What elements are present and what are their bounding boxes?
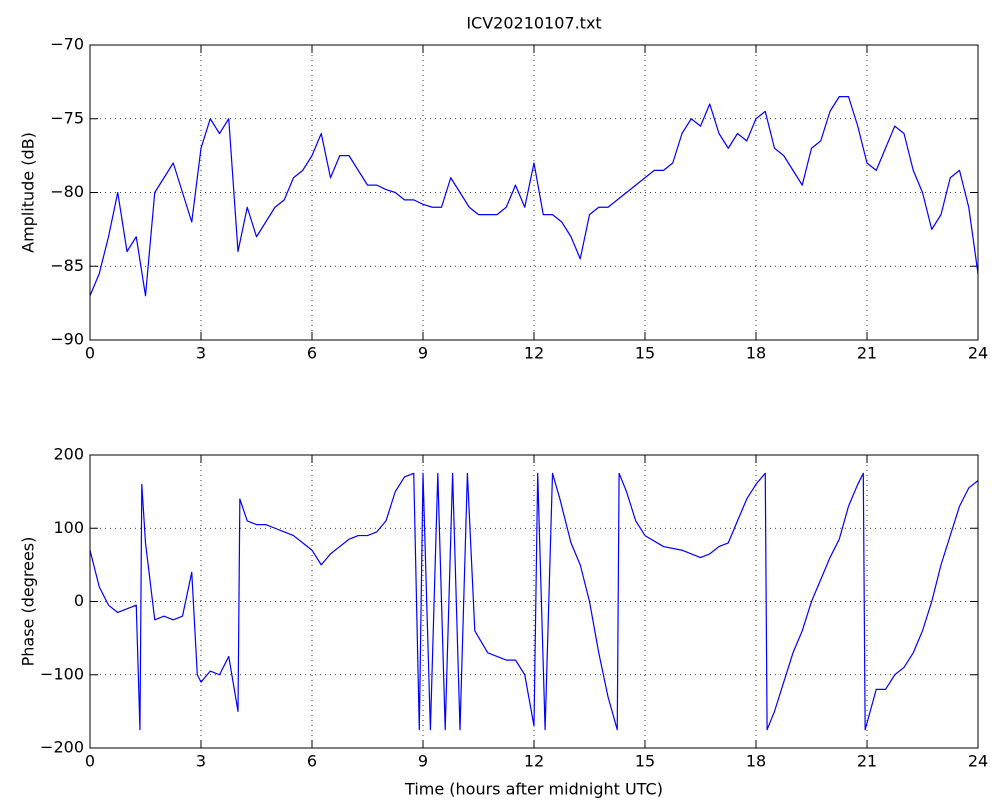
y-tick-label: 0 xyxy=(74,591,84,610)
x-tick-label: 21 xyxy=(857,752,877,771)
x-tick-label: 3 xyxy=(196,752,206,771)
y-tick-label: −100 xyxy=(40,664,84,683)
y-tick-label: −80 xyxy=(50,182,84,201)
x-tick-label: 12 xyxy=(524,752,544,771)
x-tick-label: 9 xyxy=(418,344,428,363)
y-tick-label: 100 xyxy=(53,518,84,537)
y-axis-label: Phase (degrees) xyxy=(19,537,38,667)
y-tick-label: −75 xyxy=(50,108,84,127)
y-tick-label: −90 xyxy=(50,330,84,349)
x-tick-label: 6 xyxy=(307,344,317,363)
y-axis-label: Amplitude (dB) xyxy=(19,132,38,253)
axes-frame xyxy=(89,44,979,341)
data-line xyxy=(89,472,979,731)
y-tick-label: 200 xyxy=(53,445,84,464)
axes-frame xyxy=(89,454,979,749)
x-tick-label: 9 xyxy=(418,752,428,771)
x-tick-label: 3 xyxy=(196,344,206,363)
x-tick-label: 24 xyxy=(968,752,988,771)
chart-title: ICV20210107.txt xyxy=(466,14,601,33)
x-tick-label: 21 xyxy=(857,344,877,363)
x-tick-label: 24 xyxy=(968,344,988,363)
data-line xyxy=(89,96,979,297)
y-tick-label: −200 xyxy=(40,738,84,757)
x-tick-label: 6 xyxy=(307,752,317,771)
x-axis-label: Time (hours after midnight UTC) xyxy=(404,780,663,799)
x-tick-label: 18 xyxy=(746,344,766,363)
x-tick-label: 15 xyxy=(635,752,655,771)
y-tick-label: −85 xyxy=(50,256,84,275)
x-tick-label: 15 xyxy=(635,344,655,363)
x-tick-label: 12 xyxy=(524,344,544,363)
x-tick-label: 0 xyxy=(85,752,95,771)
y-tick-label: −70 xyxy=(50,35,84,54)
x-tick-label: 18 xyxy=(746,752,766,771)
x-tick-label: 0 xyxy=(85,344,95,363)
